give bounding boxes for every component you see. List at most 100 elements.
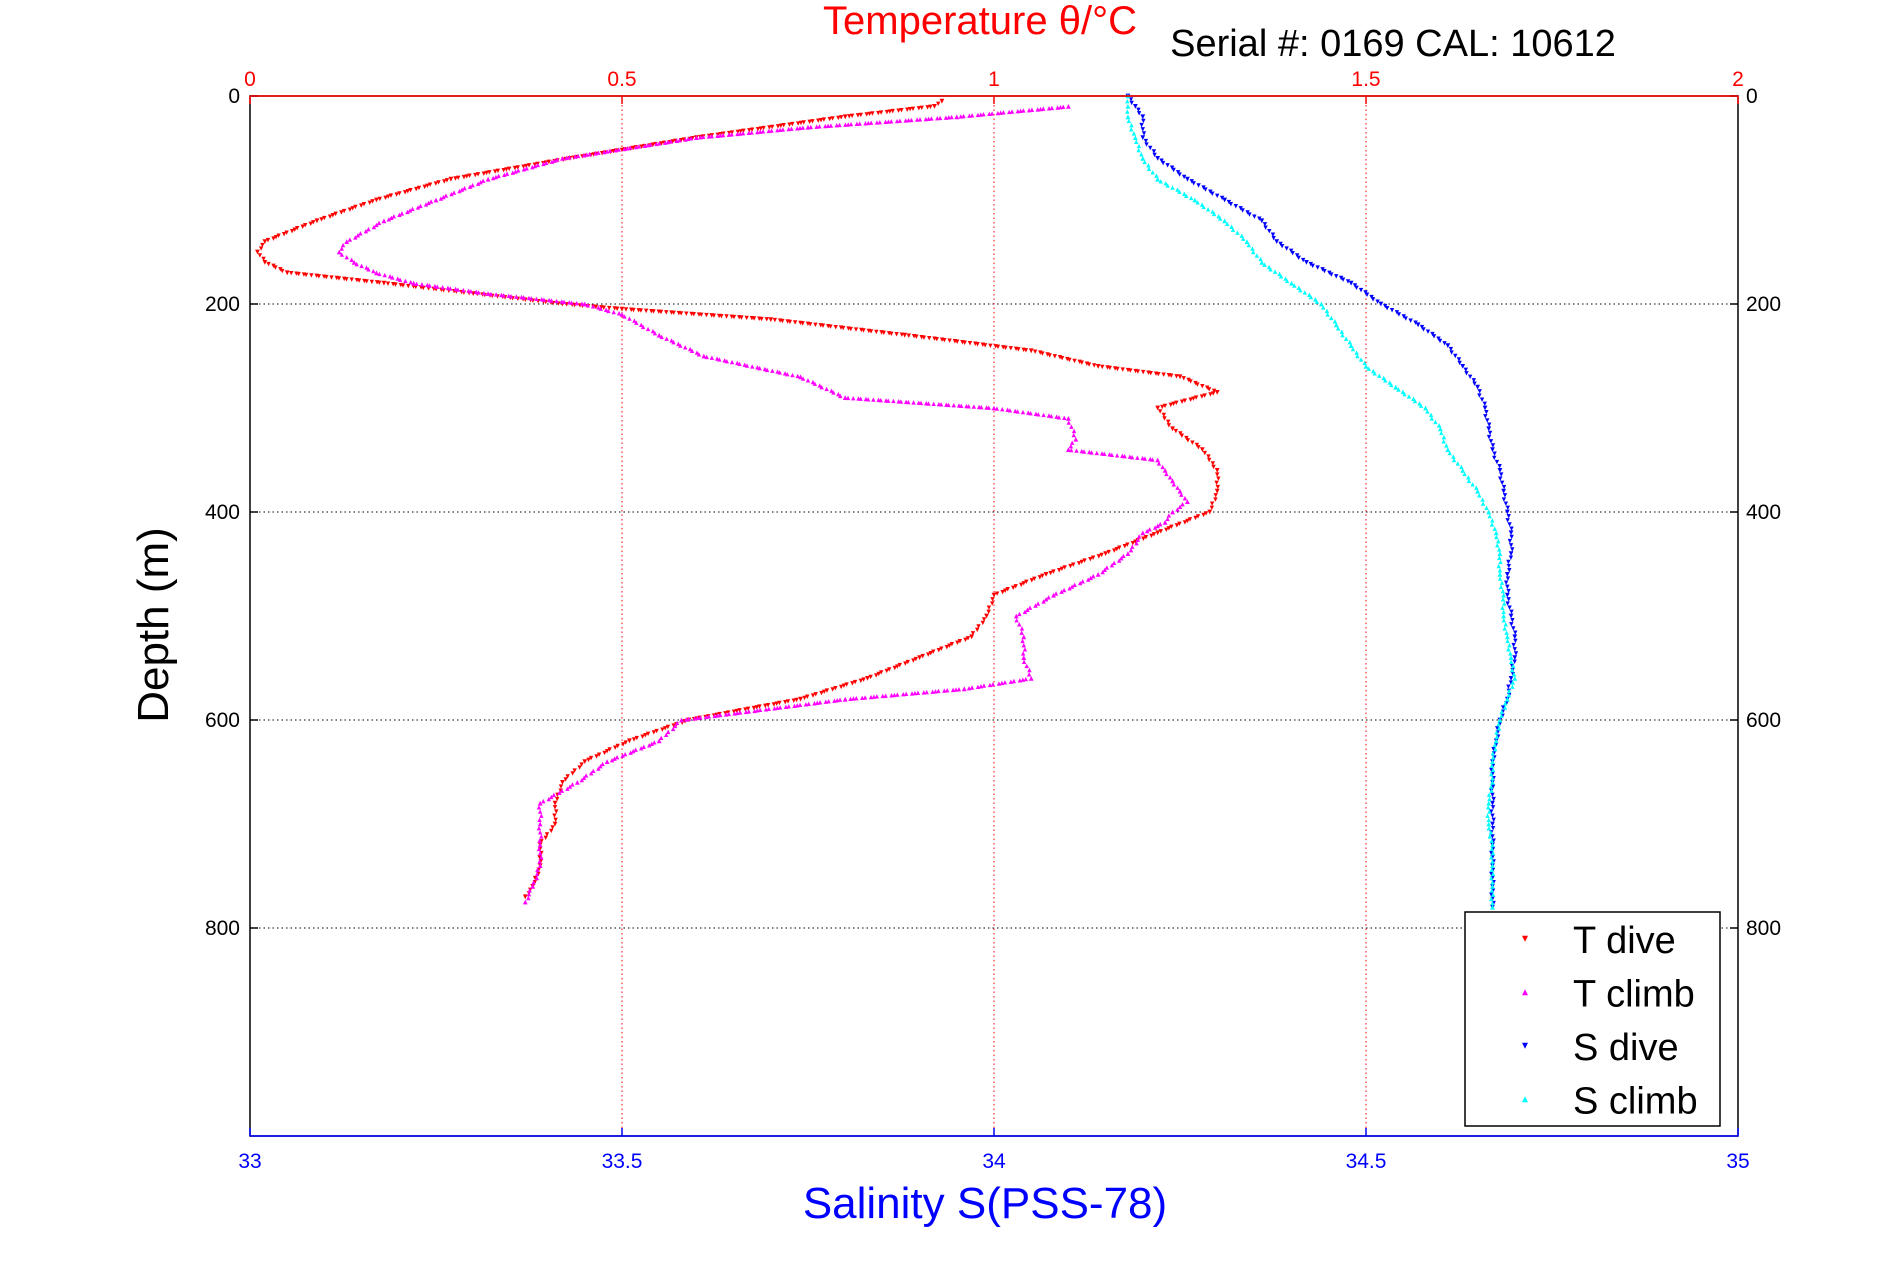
data-point (1020, 651, 1026, 656)
data-point (573, 154, 578, 159)
data-point (905, 107, 910, 112)
data-point (711, 313, 717, 318)
data-point (755, 708, 760, 713)
data-point (457, 188, 462, 194)
chart-subtitle: Serial #: 0169 CAL: 10612 (1170, 23, 1616, 65)
data-point (394, 192, 399, 197)
data-point (609, 757, 615, 763)
data-point (1501, 617, 1506, 623)
data-point (795, 126, 800, 131)
data-point (1019, 582, 1024, 587)
data-point (1491, 796, 1496, 802)
data-point (1507, 522, 1512, 527)
data-point (865, 397, 871, 402)
data-point (1023, 348, 1029, 353)
data-point (652, 330, 658, 336)
data-point (743, 709, 749, 715)
data-point (726, 132, 732, 137)
data-point (1128, 127, 1134, 132)
data-point (602, 750, 607, 756)
data-point (1436, 423, 1442, 428)
data-point (1077, 580, 1083, 586)
data-point (364, 279, 369, 284)
data-point (641, 744, 646, 749)
data-point (1021, 655, 1027, 660)
data-point (1507, 568, 1512, 573)
data-point (541, 297, 547, 302)
data-point (862, 695, 868, 700)
data-point (1412, 398, 1418, 404)
data-point (1201, 204, 1206, 210)
data-point (410, 206, 415, 212)
series-s-climb (1125, 93, 1518, 910)
data-point (911, 400, 916, 405)
data-point (842, 395, 848, 400)
data-point (397, 277, 403, 282)
data-point (1193, 515, 1198, 521)
data-point (1490, 805, 1496, 810)
data-point (421, 285, 426, 291)
data-point (527, 888, 532, 893)
data-point (1491, 755, 1496, 760)
data-point (1489, 809, 1494, 814)
data-point (623, 740, 628, 745)
data-point (1115, 366, 1120, 372)
data-point (905, 659, 911, 665)
data-point (694, 135, 699, 140)
data-point (967, 341, 973, 346)
data-point (1140, 135, 1146, 140)
data-point (828, 324, 833, 329)
data-point (1140, 127, 1145, 132)
data-point (724, 359, 730, 364)
legend-entry: T dive (1522, 920, 1676, 962)
data-point (718, 712, 723, 718)
data-point (640, 324, 646, 330)
y-tick-label-right: 200 (1746, 293, 1781, 316)
data-point (1041, 412, 1046, 418)
data-point (1114, 453, 1120, 458)
data-point (670, 726, 676, 732)
data-point (1125, 114, 1131, 120)
data-point (797, 125, 803, 131)
data-point (1506, 684, 1511, 689)
data-point (1294, 253, 1300, 258)
data-point (1350, 346, 1356, 352)
data-point (1500, 605, 1505, 610)
data-point (1490, 842, 1495, 848)
data-point (848, 121, 854, 127)
data-point (1509, 622, 1514, 627)
data-point (999, 680, 1005, 686)
data-point (1499, 709, 1504, 714)
data-point (1500, 705, 1506, 710)
data-point (1451, 454, 1456, 459)
data-point (1489, 892, 1494, 897)
data-point (1058, 104, 1063, 110)
data-point (604, 759, 610, 764)
data-point (537, 830, 543, 835)
data-point (889, 693, 894, 698)
data-point (769, 128, 774, 133)
data-point (775, 705, 780, 711)
data-point (1240, 208, 1245, 213)
data-point (857, 121, 862, 126)
data-point (579, 762, 584, 767)
data-point (1211, 388, 1217, 394)
data-point (1490, 850, 1496, 856)
data-point (694, 350, 700, 355)
data-point (536, 805, 542, 810)
data-point (798, 696, 803, 702)
data-point (686, 136, 691, 142)
data-point (255, 249, 260, 255)
data-point (490, 175, 496, 181)
data-point (1007, 109, 1012, 115)
x-top-tick-label: 0 (244, 68, 256, 91)
data-point (1490, 871, 1496, 877)
data-point (1128, 368, 1133, 373)
data-point (932, 104, 937, 109)
data-point (826, 699, 831, 704)
data-point (1160, 464, 1165, 470)
data-point (1499, 580, 1505, 585)
data-point (289, 271, 294, 276)
data-point (1493, 738, 1499, 744)
data-point (1389, 308, 1395, 313)
